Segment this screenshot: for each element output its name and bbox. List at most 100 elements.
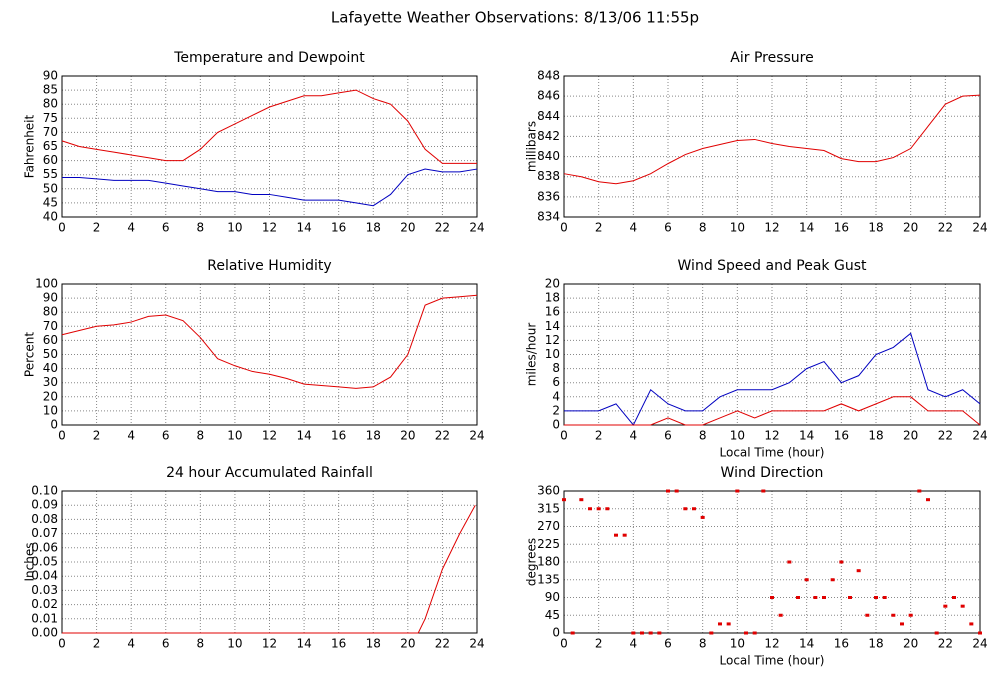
x-tick-label: 10: [227, 429, 242, 443]
x-tick-label: 0: [560, 429, 568, 443]
data-point: [917, 489, 922, 493]
data-point: [839, 560, 844, 564]
x-tick-label: 20: [903, 221, 918, 235]
data-point: [952, 596, 956, 599]
y-tick-label: 0.04: [31, 569, 58, 583]
data-point: [787, 560, 792, 564]
x-tick-label: 8: [197, 221, 205, 235]
y-tick-label: 80: [43, 305, 58, 319]
data-point: [891, 613, 896, 617]
x-tick-label: 8: [197, 429, 205, 443]
y-tick-label: 6: [552, 375, 560, 389]
x-tick-label: 16: [331, 221, 346, 235]
y-axis-label: degrees: [525, 538, 539, 586]
y-tick-label: 20: [43, 389, 58, 403]
data-point: [969, 622, 974, 626]
x-tick-label: 24: [469, 429, 484, 443]
panel: Air Pressuremillibars8348368388408428448…: [525, 50, 988, 235]
panel: Relative HumidityPercent0102030405060708…: [23, 258, 485, 443]
y-tick-label: 14: [545, 319, 560, 333]
x-tick-label: 18: [366, 637, 381, 651]
x-tick-label: 6: [162, 637, 170, 651]
x-tick-label: 14: [296, 637, 311, 651]
data-point: [830, 578, 835, 582]
data-point: [752, 631, 757, 635]
y-tick-label: 836: [537, 189, 560, 203]
y-tick-label: 60: [43, 333, 58, 347]
data-point: [666, 489, 670, 493]
x-tick-label: 6: [664, 637, 672, 651]
x-axis-label: Local Time (hour): [720, 654, 825, 668]
y-axis-label: millibars: [525, 121, 539, 172]
y-axis-label: miles/hour: [525, 323, 539, 387]
x-tick-label: 16: [331, 429, 346, 443]
data-point: [588, 507, 592, 511]
x-tick-label: 2: [595, 637, 603, 651]
y-tick-label: 844: [537, 109, 560, 123]
x-tick-label: 10: [227, 637, 242, 651]
x-tick-label: 16: [834, 221, 849, 235]
chart-title: 24 hour Accumulated Rainfall: [166, 465, 373, 481]
x-tick-label: 20: [400, 637, 415, 651]
x-tick-label: 6: [664, 429, 672, 443]
x-tick-label: 4: [630, 221, 638, 235]
data-point: [726, 622, 731, 626]
plot-frame: [563, 490, 981, 634]
y-tick-label: 80: [43, 97, 58, 111]
y-tick-label: 848: [537, 69, 560, 83]
x-tick-label: 24: [469, 221, 484, 235]
y-tick-label: 50: [43, 181, 58, 195]
data-point: [778, 613, 783, 617]
plot-frame: [61, 283, 478, 426]
x-tick-label: 4: [630, 637, 638, 651]
page-title: Lafayette Weather Observations: 8/13/06 …: [331, 9, 699, 27]
panel: Temperature and DewpointFahrenheit404550…: [23, 50, 485, 235]
x-tick-label: 22: [435, 637, 450, 651]
x-tick-label: 8: [699, 637, 707, 651]
plot-frame: [563, 283, 981, 426]
x-tick-label: 10: [730, 429, 745, 443]
x-tick-label: 0: [560, 637, 568, 651]
y-tick-label: 0.08: [31, 512, 58, 526]
y-tick-label: 4: [552, 389, 560, 403]
y-tick-label: 270: [537, 519, 560, 533]
data-point: [735, 489, 740, 493]
x-tick-label: 8: [197, 637, 205, 651]
y-tick-label: 45: [43, 195, 58, 209]
data-point: [804, 578, 809, 582]
x-tick-label: 14: [296, 429, 311, 443]
panel: Wind Speed and Peak Gust miles/hour Local …: [525, 258, 988, 460]
x-tick-label: 8: [699, 221, 707, 235]
y-axis-label: Percent: [23, 332, 37, 377]
y-tick-label: 70: [43, 125, 58, 139]
y-tick-label: 60: [43, 153, 58, 167]
data-line: [62, 168, 478, 207]
data-point: [822, 596, 826, 599]
x-tick-label: 0: [58, 637, 66, 651]
data-point: [631, 631, 636, 635]
x-tick-label: 24: [469, 637, 484, 651]
y-tick-label: 842: [537, 129, 560, 143]
data-point: [908, 613, 913, 617]
y-tick-label: 0.00: [31, 626, 58, 640]
data-point: [579, 498, 584, 502]
x-tick-label: 22: [435, 221, 450, 235]
data-point: [596, 507, 601, 511]
y-tick-label: 12: [545, 333, 560, 347]
data-point: [648, 631, 653, 635]
data-point: [848, 596, 852, 599]
x-tick-label: 14: [799, 637, 814, 651]
y-tick-label: 55: [43, 167, 58, 181]
data-point: [605, 507, 610, 511]
chart-title: Wind Direction: [721, 465, 824, 481]
y-tick-label: 0.09: [31, 498, 58, 512]
x-tick-label: 12: [262, 221, 277, 235]
x-tick-label: 12: [262, 637, 277, 651]
y-tick-label: 70: [43, 319, 58, 333]
data-point: [674, 489, 679, 493]
x-tick-label: 18: [868, 429, 883, 443]
y-tick-label: 85: [43, 83, 58, 97]
x-tick-label: 14: [296, 221, 311, 235]
y-tick-label: 360: [537, 484, 560, 498]
